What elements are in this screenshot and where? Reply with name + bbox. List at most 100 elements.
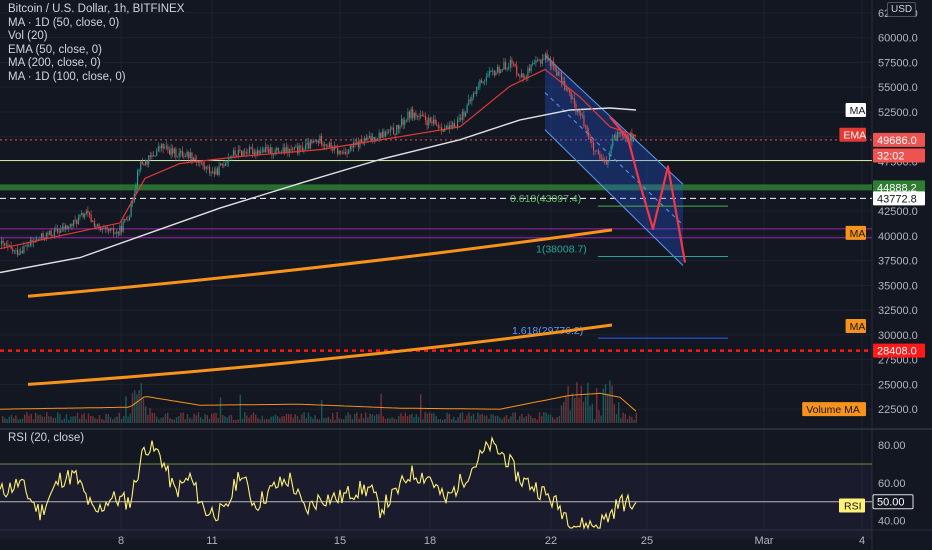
candle-body xyxy=(365,137,367,141)
volume-bar xyxy=(560,405,563,423)
candle-body xyxy=(250,147,252,149)
candle-body xyxy=(157,146,159,151)
candle-body xyxy=(521,73,523,78)
volume-bar xyxy=(338,418,340,423)
candle-body xyxy=(15,250,17,251)
volume-bar xyxy=(24,414,26,423)
volume-bar xyxy=(604,384,607,423)
candle-body xyxy=(189,152,191,158)
candle-body xyxy=(389,128,391,132)
candle-body xyxy=(301,146,303,152)
candle-body xyxy=(377,138,379,140)
candle-body xyxy=(410,109,412,118)
rsi-tick-label: 80.00 xyxy=(878,440,906,452)
volume-bar xyxy=(541,416,543,423)
candle-body xyxy=(213,171,215,175)
volume-bar xyxy=(622,412,624,423)
rsi-legend[interactable]: RSI (20, close) xyxy=(8,432,85,444)
candle-body xyxy=(220,163,222,166)
candle-body xyxy=(585,125,587,127)
volume-bar xyxy=(171,418,173,423)
volume-bar xyxy=(446,412,448,423)
indicator-volume[interactable]: Vol (20) xyxy=(8,30,48,43)
volume-bar xyxy=(380,393,382,423)
volume-bar xyxy=(409,414,411,423)
time-tick-label: 22 xyxy=(545,535,557,547)
candle-body xyxy=(588,132,590,138)
volume-bar xyxy=(532,418,534,423)
candle-body xyxy=(193,157,195,161)
candle-body xyxy=(61,226,63,230)
candle-body xyxy=(7,244,9,246)
candle-body xyxy=(241,151,243,156)
candle-body xyxy=(332,148,334,151)
volume-bar xyxy=(492,414,494,423)
candle-body xyxy=(434,119,436,125)
volume-bar xyxy=(72,416,74,423)
indicator-ma-1d-50[interactable]: MA · 1D (50, close, 0) xyxy=(8,16,120,29)
candle-body xyxy=(541,58,543,64)
volume-bar xyxy=(481,413,483,423)
rsi-label: RSI xyxy=(844,500,862,512)
candle-body xyxy=(617,132,619,141)
price-axis-badge xyxy=(873,132,925,147)
candle-body xyxy=(25,245,27,247)
indicator-ema-50[interactable]: EMA (50, close, 0) xyxy=(8,43,102,56)
volume-bar xyxy=(508,418,510,423)
candle-body xyxy=(425,116,427,121)
volume-bar xyxy=(312,418,314,423)
candle-body xyxy=(489,71,491,75)
volume-bar xyxy=(193,413,195,423)
candle-body xyxy=(511,59,513,64)
volume-bar xyxy=(70,416,72,423)
candle-body xyxy=(97,224,99,226)
volume-bar xyxy=(114,417,116,423)
volume-bar xyxy=(552,417,554,423)
volume-bar xyxy=(611,385,613,423)
volume-bar xyxy=(426,413,428,423)
candle-body xyxy=(297,146,299,154)
candle-body xyxy=(197,161,199,163)
volume-bar xyxy=(411,413,413,423)
volume-bar xyxy=(406,416,409,423)
volume-bar xyxy=(354,413,356,423)
candle-body xyxy=(12,248,14,252)
volume-bar xyxy=(428,412,431,423)
indicator-ma-200[interactable]: MA (200, close, 0) xyxy=(8,57,101,70)
volume-bar xyxy=(63,418,65,423)
candle-body xyxy=(26,245,28,247)
volume-bar xyxy=(191,418,193,423)
volume-bar xyxy=(631,417,633,423)
volume-bar xyxy=(362,418,365,423)
volume-bar xyxy=(325,418,327,423)
symbol-title[interactable]: Bitcoin / U.S. Dollar, 1h, BITFINEX xyxy=(8,3,185,15)
candle-body xyxy=(458,118,460,120)
candle-body xyxy=(57,228,59,232)
candle-body xyxy=(540,60,542,64)
rsi-value-badge xyxy=(872,494,914,510)
candle-body xyxy=(202,162,204,166)
volume-bar xyxy=(367,417,369,423)
volume-bar xyxy=(145,406,147,423)
candle-body xyxy=(553,61,555,67)
candle-body xyxy=(324,144,326,146)
volume-bar xyxy=(516,419,519,423)
candle-body xyxy=(135,184,137,194)
volume-bar xyxy=(215,412,217,423)
series-label-badge xyxy=(845,318,866,333)
candle-body xyxy=(52,235,54,237)
volume-bar xyxy=(26,412,28,423)
candle-body xyxy=(170,148,172,155)
volume-bar xyxy=(600,415,602,423)
volume-bar xyxy=(574,397,576,423)
candle-body xyxy=(415,112,417,117)
currency-button[interactable]: USD xyxy=(887,2,917,17)
candle-body xyxy=(572,98,574,100)
candle-body xyxy=(140,161,142,170)
rsi-line xyxy=(0,435,637,531)
volume-bar xyxy=(74,416,76,423)
candle-body xyxy=(265,147,267,153)
indicator-ma-1d-100[interactable]: MA · 1D (100, close, 0) xyxy=(8,70,126,83)
candle-body xyxy=(369,135,371,138)
